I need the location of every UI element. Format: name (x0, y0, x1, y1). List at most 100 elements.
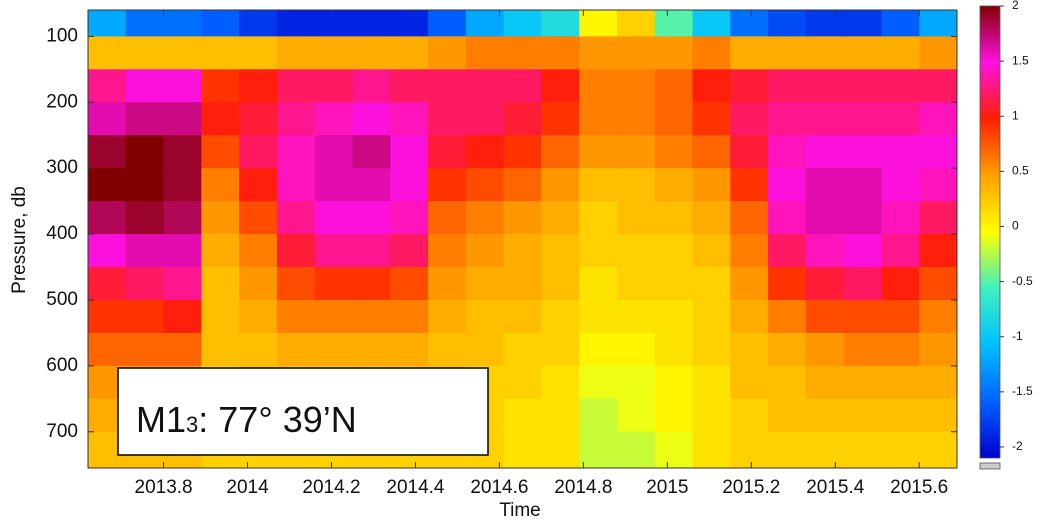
annotation-rest: : 77° 39’N (198, 399, 356, 440)
heatmap-cell (239, 69, 278, 103)
heatmap-cell (768, 398, 807, 433)
heatmap-cell (390, 299, 429, 334)
heatmap-cell (125, 332, 165, 367)
heatmap-cell (314, 299, 353, 334)
heatmap-cell (843, 365, 882, 400)
heatmap-cell (465, 168, 505, 202)
heatmap-cell (805, 102, 845, 136)
colorbar-tick-label: -1 (1012, 329, 1023, 343)
heatmap-cell (843, 36, 882, 70)
heatmap-cell (843, 431, 882, 469)
heatmap-cell (125, 69, 165, 103)
colorbar-tick-label: -0.5 (1012, 274, 1033, 288)
heatmap-cell (239, 332, 278, 367)
heatmap-cell (730, 332, 769, 367)
heatmap-cell (276, 36, 316, 70)
heatmap-cell (654, 201, 694, 235)
heatmap-cell (768, 299, 807, 334)
heatmap-cell (428, 332, 467, 367)
heatmap-cell (541, 201, 580, 235)
x-tick-label: 2014.2 (302, 477, 360, 498)
heatmap-cell (503, 267, 542, 301)
heatmap-cell (768, 431, 807, 469)
heatmap-cell (276, 234, 316, 268)
heatmap-cell (352, 267, 391, 301)
x-tick-label: 2015.6 (890, 477, 948, 498)
heatmap-cell (239, 299, 278, 334)
heatmap-cell (919, 234, 958, 268)
heatmap-cell (201, 10, 240, 37)
heatmap-cell (428, 201, 467, 235)
heatmap-cell (919, 168, 958, 202)
y-tick-label: 700 (46, 421, 78, 442)
heatmap-cell (163, 201, 202, 235)
colorbar-nan (979, 462, 1001, 470)
heatmap-cell (503, 299, 542, 334)
heatmap-cell (692, 365, 731, 400)
heatmap-cell (579, 332, 618, 367)
heatmap-cell (654, 36, 694, 70)
heatmap-cell (805, 431, 845, 469)
heatmap-cell (276, 267, 316, 301)
colorbar-tick-label: 1 (1012, 108, 1019, 122)
annotation-sub: 3 (186, 412, 198, 437)
heatmap-cell (881, 135, 920, 169)
heatmap-cell (919, 10, 958, 37)
y-tick-label: 600 (46, 355, 78, 376)
heatmap-cell (919, 135, 958, 169)
heatmap-cell (730, 10, 769, 37)
colorbar-tick-label: 1.5 (1012, 53, 1029, 67)
heatmap-cell (579, 365, 618, 400)
heatmap-cell (314, 267, 353, 301)
heatmap-cell (579, 234, 618, 268)
heatmap-cell (541, 102, 580, 136)
heatmap-cell (805, 135, 845, 169)
heatmap-cell (843, 201, 882, 235)
heatmap-cell (465, 201, 505, 235)
colorbar-tick-label: -2 (1012, 439, 1023, 453)
heatmap-cell (541, 299, 580, 334)
heatmap-cell (201, 201, 240, 235)
colorbar (979, 5, 1001, 459)
heatmap-cell (276, 168, 316, 202)
heatmap-cell (163, 168, 202, 202)
annotation: M13: 77° 39’N (136, 399, 357, 440)
x-tick-label: 2014.4 (386, 477, 445, 498)
heatmap-cell (654, 332, 694, 367)
heatmap-cell (125, 36, 165, 70)
heatmap-cell (768, 201, 807, 235)
heatmap-cell (768, 135, 807, 169)
heatmap-cell (503, 36, 542, 70)
heatmap-cell (276, 69, 316, 103)
heatmap-cell (881, 10, 920, 37)
x-axis-label: Time (499, 500, 541, 521)
heatmap-cell (125, 234, 165, 268)
heatmap-cell (730, 69, 769, 103)
heatmap-cell (352, 234, 391, 268)
heatmap-cell (881, 234, 920, 268)
x-tick-label: 2015.2 (722, 477, 780, 498)
heatmap-cell (768, 234, 807, 268)
heatmap-cell (843, 168, 882, 202)
heatmap-cell (503, 365, 542, 400)
heatmap-cell (390, 201, 429, 235)
heatmap-cell (805, 234, 845, 268)
heatmap-cell (465, 10, 505, 37)
heatmap-cell (919, 36, 958, 70)
heatmap-cell (919, 398, 958, 433)
heatmap-cell (616, 365, 656, 400)
heatmap-cell (768, 168, 807, 202)
x-tick-label: 2015 (646, 477, 688, 498)
heatmap-cell (541, 267, 580, 301)
heatmap-cell (692, 36, 731, 70)
heatmap-cell (730, 234, 769, 268)
heatmap-cell (503, 102, 542, 136)
heatmap-cell (768, 332, 807, 367)
heatmap-cell (881, 299, 920, 334)
heatmap-cell (239, 267, 278, 301)
heatmap-cell (352, 135, 391, 169)
heatmap-cell (163, 102, 202, 136)
heatmap-cell (616, 398, 656, 433)
heatmap-cell (654, 10, 694, 37)
heatmap-cell (352, 299, 391, 334)
